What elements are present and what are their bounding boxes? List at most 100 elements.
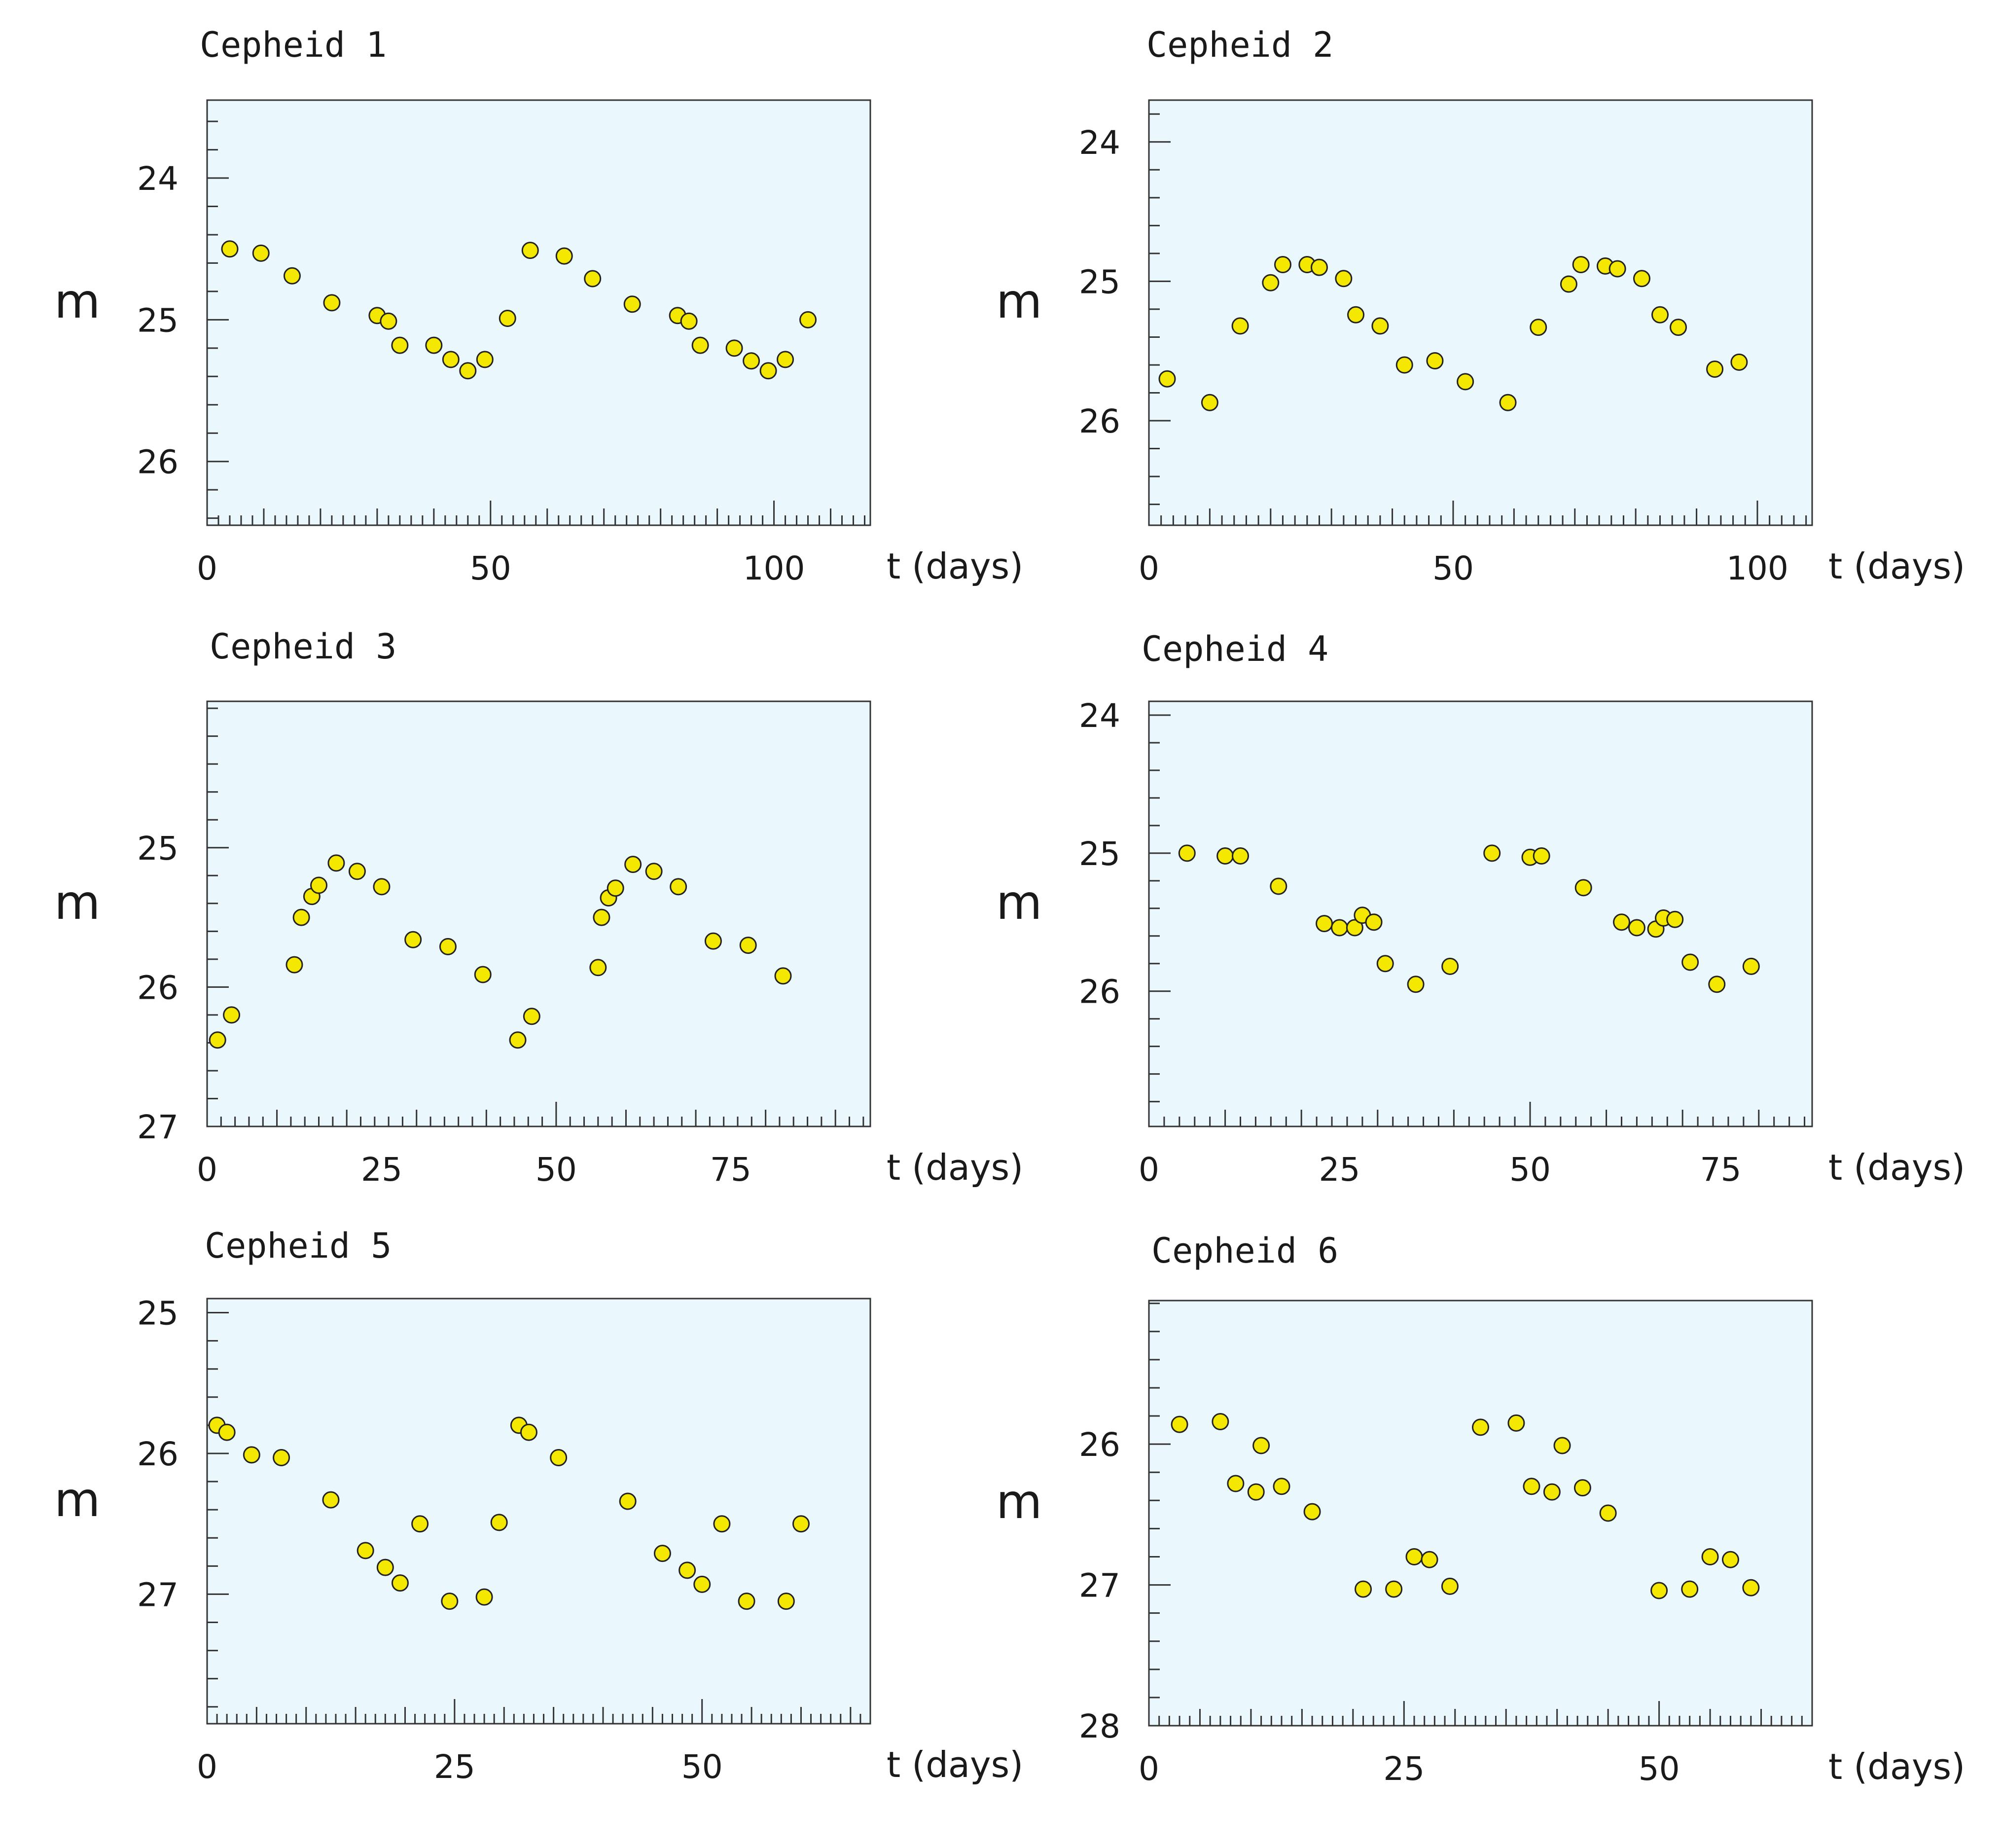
x-axis-label: t (days) — [1828, 1746, 1965, 1787]
data-point — [1573, 1479, 1591, 1497]
data-point — [322, 1491, 340, 1509]
data-point — [593, 908, 610, 926]
data-point — [475, 1588, 493, 1606]
data-point — [1335, 270, 1353, 288]
x-tick-label: 50 — [1432, 549, 1474, 587]
data-point — [691, 336, 709, 354]
y-tick-label: 27 — [1079, 1567, 1120, 1605]
x-tick-label: 0 — [1139, 1750, 1159, 1788]
data-point — [1633, 270, 1650, 288]
data-point — [799, 311, 817, 328]
data-point — [1651, 306, 1669, 324]
data-point — [1421, 1551, 1438, 1568]
data-point — [373, 878, 391, 896]
x-tick-label: 50 — [470, 549, 511, 587]
data-point — [725, 339, 743, 357]
data-point — [670, 878, 687, 896]
data-point — [476, 351, 494, 368]
data-point — [792, 1515, 810, 1533]
data-point — [1371, 317, 1389, 335]
data-point — [283, 267, 301, 285]
data-point — [1273, 1478, 1290, 1495]
data-point — [509, 1031, 527, 1049]
data-point — [653, 1545, 671, 1562]
x-tick-label: 25 — [434, 1748, 475, 1786]
data-point — [1405, 1548, 1423, 1565]
x-tick-label: 75 — [1700, 1151, 1741, 1189]
data-point — [1670, 319, 1687, 336]
data-point — [273, 1449, 290, 1467]
chart-panel-1: Cepheid 1 0 50 100 24 25 26 t (days) m — [54, 25, 1023, 587]
data-point — [1742, 957, 1760, 975]
data-point — [252, 244, 270, 262]
data-point — [1507, 1414, 1525, 1432]
data-point — [680, 312, 698, 330]
chart-title: Cepheid 3 — [210, 626, 396, 667]
data-point — [1533, 847, 1550, 865]
y-tick-label: 26 — [137, 443, 179, 481]
x-tick-label: 50 — [681, 1748, 723, 1786]
data-point — [391, 1574, 409, 1592]
data-point — [1441, 957, 1459, 975]
x-tick-label: 25 — [1383, 1750, 1425, 1788]
plot-area — [206, 700, 871, 1127]
chart-panel-4: Cepheid 4 0 25 50 75 24 25 26 t (days) m — [996, 629, 1965, 1189]
data-point — [1395, 356, 1413, 374]
x-tick-label: 50 — [536, 1151, 577, 1189]
y-tick-label: 27 — [137, 1108, 179, 1146]
data-point — [442, 351, 460, 368]
x-axis-label: t (days) — [887, 1744, 1023, 1785]
data-point — [1572, 255, 1590, 273]
plot-area — [206, 99, 871, 526]
x-tick-label: 75 — [710, 1151, 751, 1189]
data-point — [1426, 352, 1444, 370]
data-point — [1457, 373, 1474, 391]
data-point — [223, 1006, 241, 1024]
data-point — [555, 247, 573, 265]
data-point — [357, 1542, 374, 1559]
x-axis-label: t (days) — [887, 1147, 1023, 1188]
x-tick-label: 25 — [1319, 1151, 1360, 1189]
data-point — [490, 1514, 508, 1531]
data-point — [1355, 1580, 1372, 1598]
data-point — [1523, 1478, 1540, 1495]
data-point — [1499, 394, 1517, 411]
data-point — [1347, 306, 1365, 324]
data-point — [323, 294, 341, 312]
y-axis-label: m — [996, 274, 1042, 329]
x-tick-label: 25 — [361, 1151, 402, 1189]
x-tick-label: 50 — [1639, 1750, 1680, 1788]
data-point — [1483, 844, 1501, 862]
data-point — [1721, 1551, 1739, 1568]
data-point — [645, 863, 663, 880]
data-point — [1650, 1582, 1668, 1599]
chart-title: Cepheid 1 — [200, 25, 387, 65]
data-point — [743, 352, 760, 370]
data-point — [1628, 919, 1645, 937]
data-point — [1553, 1437, 1571, 1454]
data-point — [623, 295, 641, 313]
data-point — [1252, 1437, 1270, 1454]
data-point — [380, 312, 397, 330]
chart-panel-2: Cepheid 2 0 50 100 24 25 26 t (days) m — [996, 25, 1965, 587]
data-point — [1212, 1413, 1229, 1430]
x-tick-label: 0 — [197, 1151, 217, 1189]
y-tick-label: 25 — [1079, 263, 1120, 301]
data-point — [1311, 258, 1328, 276]
data-point — [425, 336, 443, 354]
plot-area — [1148, 700, 1813, 1127]
data-point — [411, 1515, 429, 1533]
x-tick-label: 0 — [197, 1748, 217, 1786]
y-tick-label: 24 — [1079, 124, 1120, 162]
x-axis-label: t (days) — [887, 545, 1023, 587]
data-point — [1201, 394, 1218, 411]
data-point — [521, 242, 539, 259]
data-point — [584, 270, 602, 288]
data-point — [1365, 913, 1383, 931]
y-axis-label: m — [996, 1474, 1042, 1529]
plot-area — [1148, 99, 1813, 526]
data-point — [1247, 1483, 1265, 1501]
data-point — [1730, 353, 1748, 371]
data-point — [1681, 1580, 1699, 1598]
